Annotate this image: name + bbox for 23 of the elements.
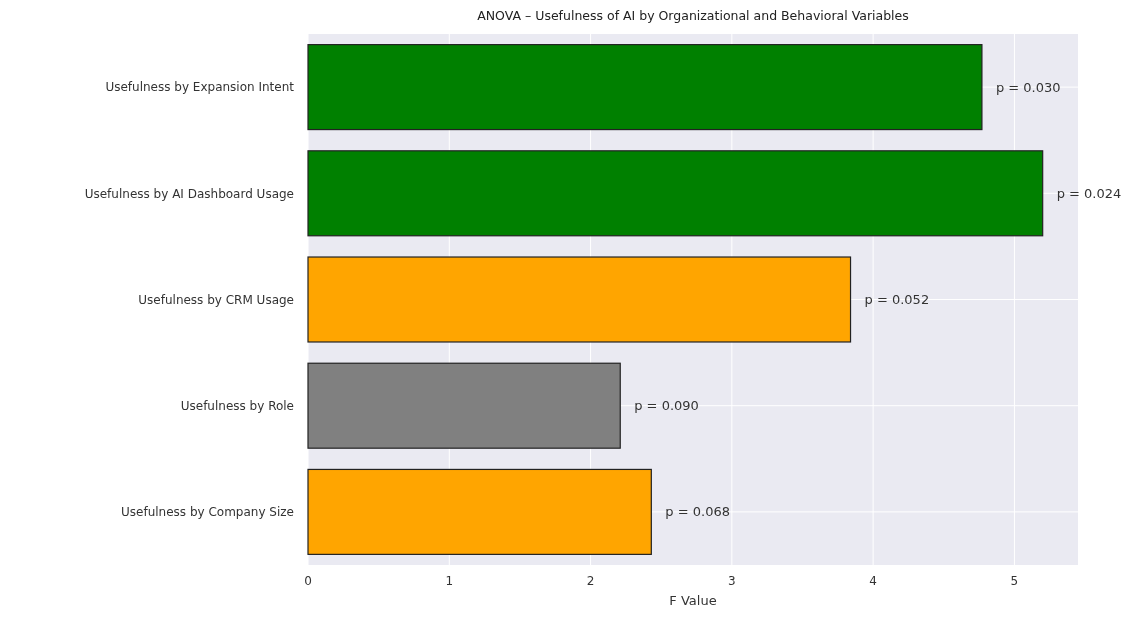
x-tick-label: 0 [304, 574, 312, 588]
x-axis-title: F Value [669, 593, 717, 608]
x-tick-label: 5 [1010, 574, 1019, 588]
y-tick-label: Usefulness by Expansion Intent [105, 80, 295, 95]
bar [307, 362, 621, 449]
bar [307, 44, 983, 131]
x-tick-label: 4 [869, 574, 877, 588]
annotation: p = 0.090 [634, 398, 699, 414]
annotation: p = 0.068 [665, 504, 730, 520]
y-tick-label: Usefulness by AI Dashboard Usage [84, 186, 294, 201]
bar [307, 256, 852, 343]
y-tick-label: Usefulness by Role [180, 398, 294, 413]
bar [307, 468, 652, 555]
x-tick-label: 3 [728, 574, 736, 588]
x-tick-label: 1 [445, 574, 454, 588]
y-tick-label: Usefulness by CRM Usage [138, 292, 294, 307]
x-tick-label: 2 [586, 574, 595, 588]
annotation: p = 0.024 [1056, 185, 1122, 201]
chart-title: ANOVA – Usefulness of AI by Organizational and Behavioral Variables [477, 8, 909, 23]
annotation: p = 0.030 [995, 79, 1061, 95]
y-tick-label: Usefulness by Company Size [121, 505, 294, 520]
annotation: p = 0.052 [864, 292, 930, 308]
bar [307, 150, 1044, 237]
